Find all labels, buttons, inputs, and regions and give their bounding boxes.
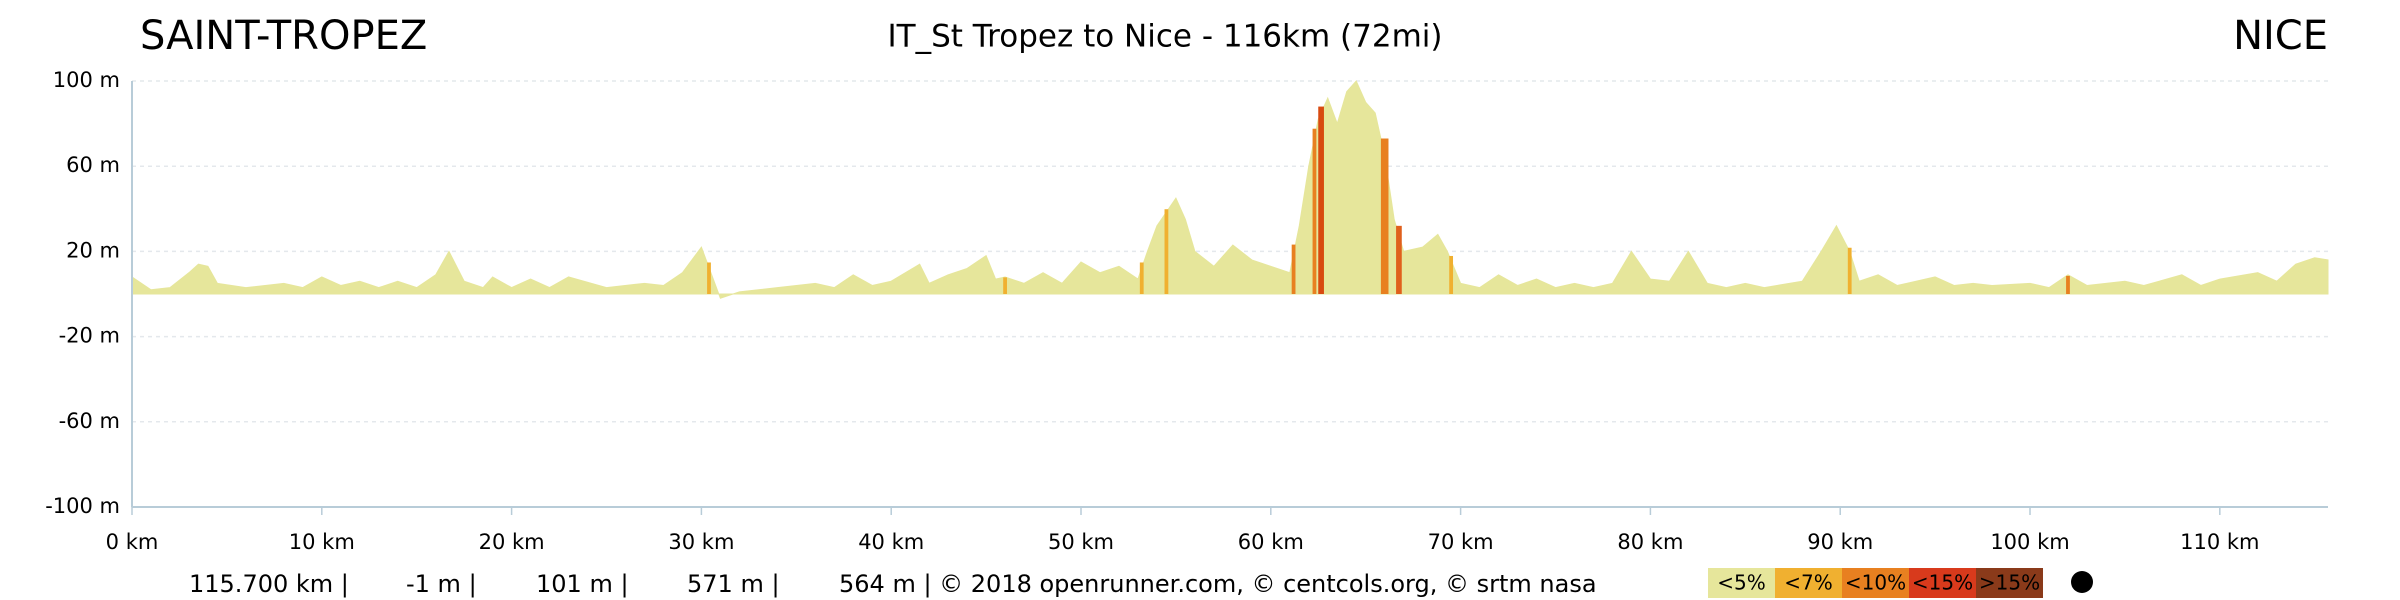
legend-label: <10% xyxy=(1845,571,1906,595)
x-tick-label: 110 km xyxy=(2180,530,2259,554)
slope-segment xyxy=(1396,225,1402,294)
x-tick-label: 90 km xyxy=(1807,530,1873,554)
footer-stat: 564 m | © 2018 openrunner.com, © centcol… xyxy=(839,570,1597,598)
legend-swatch xyxy=(1708,568,1775,598)
y-tick-label: -20 m xyxy=(59,324,120,348)
slope-segment xyxy=(1003,277,1007,294)
footer-stat: 101 m | xyxy=(536,570,629,598)
slope-segment xyxy=(1380,138,1389,294)
legend-swatch xyxy=(1976,568,2043,598)
legend-label: >15% xyxy=(1979,571,2040,595)
x-tick-label: 30 km xyxy=(668,530,734,554)
x-tick-label: 20 km xyxy=(479,530,545,554)
slope-segment xyxy=(1139,262,1144,294)
legend-swatch xyxy=(1842,568,1909,598)
slope-segment xyxy=(1449,255,1454,294)
legend-swatch xyxy=(1909,568,1976,598)
slope-segment xyxy=(1318,106,1324,294)
x-tick-label: 0 km xyxy=(106,530,159,554)
y-tick-label: 100 m xyxy=(53,68,120,92)
x-tick-label: 70 km xyxy=(1428,530,1494,554)
y-tick-label: 20 m xyxy=(66,238,120,262)
slope-segment xyxy=(1312,128,1317,294)
slope-segment xyxy=(1847,247,1852,294)
x-tick-label: 10 km xyxy=(289,530,355,554)
legend-label: <15% xyxy=(1912,571,1973,595)
legend-label: <5% xyxy=(1717,571,1766,595)
x-tick-label: 60 km xyxy=(1238,530,1304,554)
y-tick-label: -100 m xyxy=(45,494,120,518)
footer-stat: 571 m | xyxy=(687,570,780,598)
footer-stat: 115.700 km | xyxy=(189,570,349,598)
legend-swatch xyxy=(1775,568,1842,598)
footer-stat: -1 m | xyxy=(406,570,477,598)
x-tick-label: 80 km xyxy=(1617,530,1683,554)
legend-label: <7% xyxy=(1784,571,1833,595)
end-label: NICE xyxy=(2233,13,2328,59)
legend-dot xyxy=(2071,571,2093,593)
slope-segment xyxy=(1164,209,1169,294)
x-tick-label: 40 km xyxy=(858,530,924,554)
x-tick-label: 50 km xyxy=(1048,530,1114,554)
y-tick-label: -60 m xyxy=(59,409,120,433)
chart-title: IT_St Tropez to Nice - 116km (72mi) xyxy=(888,19,1443,55)
start-label: SAINT-TROPEZ xyxy=(140,13,427,59)
slope-segment xyxy=(2066,275,2070,294)
x-tick-label: 100 km xyxy=(1990,530,2069,554)
elevation-area xyxy=(131,80,2329,299)
y-tick-label: 60 m xyxy=(66,153,120,177)
slope-segment xyxy=(707,262,711,294)
slope-segment xyxy=(1291,244,1296,294)
